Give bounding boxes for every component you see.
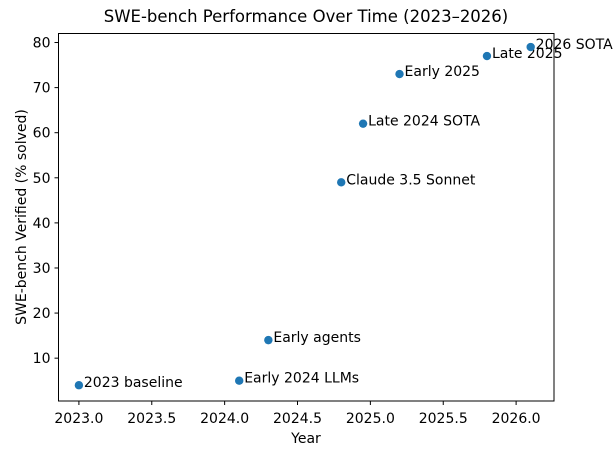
y-tick-label: 20 xyxy=(33,306,51,322)
data-point-annotation: Early agents xyxy=(273,330,361,346)
data-point xyxy=(74,381,84,390)
y-tick-label: 80 xyxy=(33,36,51,52)
y-tick-label: 60 xyxy=(33,126,51,142)
y-tick-label: 70 xyxy=(33,81,51,97)
y-tick-label: 50 xyxy=(33,171,51,187)
data-point-annotation: Late 2024 SOTA xyxy=(368,114,480,130)
x-tick-label: 2025.0 xyxy=(346,411,395,427)
y-tick-label: 40 xyxy=(33,216,51,232)
data-point xyxy=(482,51,492,61)
axes-box xyxy=(58,33,555,402)
x-tick-label: 2024.0 xyxy=(200,411,249,427)
y-axis-label: SWE-bench Verified (% solved) xyxy=(14,109,30,325)
x-tick-label: 2023.0 xyxy=(54,411,103,427)
data-point-annotation: Early 2025 xyxy=(405,64,480,80)
x-tick-label: 2025.5 xyxy=(419,411,468,427)
x-tick-label: 2023.5 xyxy=(127,411,176,427)
x-tick-label: 2026.0 xyxy=(492,411,541,427)
data-point xyxy=(526,42,535,52)
data-point-annotation: 2026 SOTA xyxy=(536,37,613,53)
x-tick-label: 2024.5 xyxy=(273,411,322,427)
data-point xyxy=(235,376,244,385)
data-point xyxy=(264,335,273,345)
data-point-annotation: Late 2025 xyxy=(492,46,563,62)
data-point xyxy=(358,119,368,128)
data-point xyxy=(395,69,404,79)
x-axis-label: Year xyxy=(291,431,321,447)
y-tick-label: 10 xyxy=(33,351,51,367)
data-point-annotation: Claude 3.5 Sonnet xyxy=(346,172,476,188)
data-point-annotation: 2023 baseline xyxy=(84,375,183,391)
chart-title: SWE-bench Performance Over Time (2023–20… xyxy=(103,7,509,26)
data-point-annotation: Early 2024 LLMs xyxy=(244,371,359,387)
y-tick-label: 30 xyxy=(33,261,51,277)
data-point xyxy=(337,178,346,187)
